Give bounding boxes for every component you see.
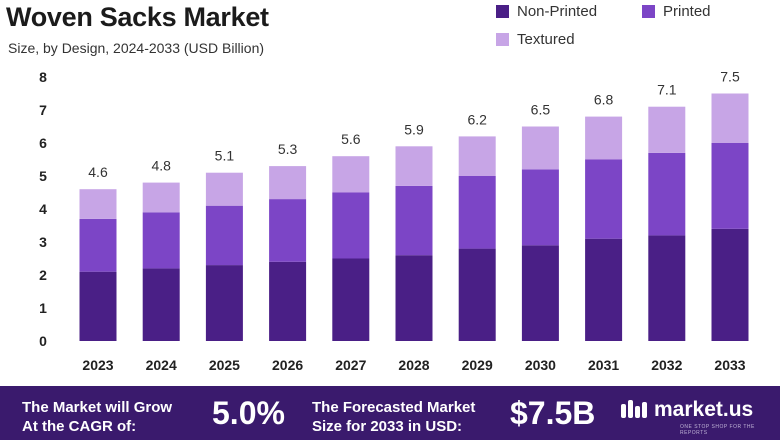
bar-total-label: 5.3 — [278, 141, 298, 157]
bar-printed-2031 — [585, 159, 623, 239]
bar-textured-2029 — [458, 136, 496, 176]
cagr-label-line1: The Market will Grow — [22, 399, 173, 416]
y-tick-label: 5 — [39, 168, 47, 184]
y-tick-label: 0 — [39, 333, 47, 349]
bar-textured-2024 — [142, 182, 180, 213]
brand-logo: market.us — [620, 398, 753, 422]
chart-subtitle: Size, by Design, 2024-2033 (USD Billion) — [8, 40, 265, 56]
footer-banner: The Market will Grow At the CAGR of: 5.0… — [0, 386, 780, 440]
bar-textured-2028 — [395, 146, 433, 186]
bar-non-printed-2029 — [458, 248, 496, 341]
forecast-label-line2: Size for 2033 in USD: — [312, 418, 463, 435]
bar-non-printed-2026 — [269, 261, 307, 341]
y-tick-label: 4 — [39, 201, 47, 217]
x-tick-label: 2024 — [146, 357, 177, 373]
y-tick-label: 1 — [39, 300, 47, 316]
bar-textured-2025 — [205, 172, 243, 206]
y-tick-label: 7 — [39, 102, 47, 118]
bar-printed-2024 — [142, 212, 180, 269]
market-us-logo-icon — [621, 400, 647, 418]
bar-non-printed-2030 — [521, 245, 559, 341]
bar-non-printed-2023 — [79, 271, 117, 341]
bar-total-label: 4.6 — [88, 164, 108, 180]
bar-total-label: 7.1 — [657, 82, 677, 98]
bar-textured-2032 — [648, 106, 686, 153]
legend-item-textured: Textured — [496, 31, 575, 48]
bar-textured-2023 — [79, 189, 117, 219]
bar-printed-2030 — [521, 169, 559, 246]
legend-swatch-printed — [642, 5, 655, 18]
forecast-label: The Forecasted Market Size for 2033 in U… — [312, 398, 475, 436]
bar-non-printed-2032 — [648, 235, 686, 341]
forecast-label-line1: The Forecasted Market — [312, 399, 476, 416]
y-tick-label: 2 — [39, 267, 47, 283]
y-tick-label: 3 — [39, 234, 47, 250]
cagr-value: 5.0% — [212, 395, 285, 431]
forecast-value: $7.5B — [510, 395, 596, 431]
x-tick-label: 2032 — [651, 357, 682, 373]
x-tick-label: 2031 — [588, 357, 619, 373]
y-tick-label: 6 — [39, 135, 47, 151]
bar-non-printed-2031 — [585, 238, 623, 341]
x-tick-label: 2030 — [525, 357, 556, 373]
stacked-bar-chart: 0 1 2 3 4 5 6 7 8 4.6 2023 4.8 2024 5.1 2025 5.3 2026 5.6… — [39, 69, 749, 373]
bar-textured-2030 — [521, 126, 559, 170]
bar-non-printed-2025 — [205, 265, 243, 341]
bar-textured-2033 — [711, 93, 749, 143]
bar-total-label: 6.2 — [467, 111, 487, 127]
x-tick-label: 2025 — [209, 357, 240, 373]
bar-printed-2028 — [395, 185, 433, 256]
x-tick-label: 2033 — [714, 357, 745, 373]
bar-printed-2032 — [648, 152, 686, 236]
bar-non-printed-2033 — [711, 228, 749, 341]
bar-printed-2023 — [79, 218, 117, 272]
legend-swatch-non-printed — [496, 5, 509, 18]
bar-printed-2029 — [458, 176, 496, 249]
legend-label-non-printed: Non-Printed — [517, 3, 598, 20]
bar-printed-2025 — [205, 205, 243, 266]
bar-non-printed-2028 — [395, 255, 433, 341]
legend-swatch-textured — [496, 33, 509, 46]
bar-printed-2033 — [711, 143, 749, 229]
x-tick-label: 2026 — [272, 357, 303, 373]
bar-printed-2027 — [332, 192, 370, 259]
cagr-label-line2: At the CAGR of: — [22, 418, 137, 435]
bar-non-printed-2027 — [332, 258, 370, 341]
bar-total-label: 5.9 — [404, 121, 424, 137]
y-tick-label: 8 — [39, 69, 47, 85]
chart-title: Woven Sacks Market — [6, 2, 269, 32]
bar-non-printed-2024 — [142, 268, 180, 341]
bar-total-label: 6.5 — [531, 102, 551, 118]
brand-name: market.us — [654, 398, 754, 421]
legend-label-textured: Textured — [517, 31, 575, 48]
legend: Non-Printed Printed Textured — [496, 0, 776, 56]
bar-printed-2026 — [269, 199, 307, 262]
bar-textured-2031 — [585, 116, 623, 160]
brand-tagline: ONE STOP SHOP FOR THE REPORTS — [680, 424, 755, 436]
x-tick-label: 2023 — [82, 357, 113, 373]
bar-textured-2027 — [332, 156, 370, 193]
bar-total-label: 5.6 — [341, 131, 361, 147]
bar-total-label: 6.8 — [594, 92, 614, 108]
bar-total-label: 7.5 — [720, 69, 740, 85]
legend-item-non-printed: Non-Printed — [496, 3, 597, 20]
bar-total-label: 5.1 — [215, 148, 235, 164]
x-tick-label: 2027 — [335, 357, 366, 373]
bar-textured-2026 — [269, 166, 307, 200]
x-tick-label: 2029 — [462, 357, 493, 373]
legend-item-printed: Printed — [642, 3, 711, 20]
bar-total-label: 4.8 — [151, 158, 171, 174]
x-tick-label: 2028 — [398, 357, 429, 373]
cagr-label: The Market will Grow At the CAGR of: — [22, 398, 172, 436]
legend-label-printed: Printed — [663, 3, 711, 20]
